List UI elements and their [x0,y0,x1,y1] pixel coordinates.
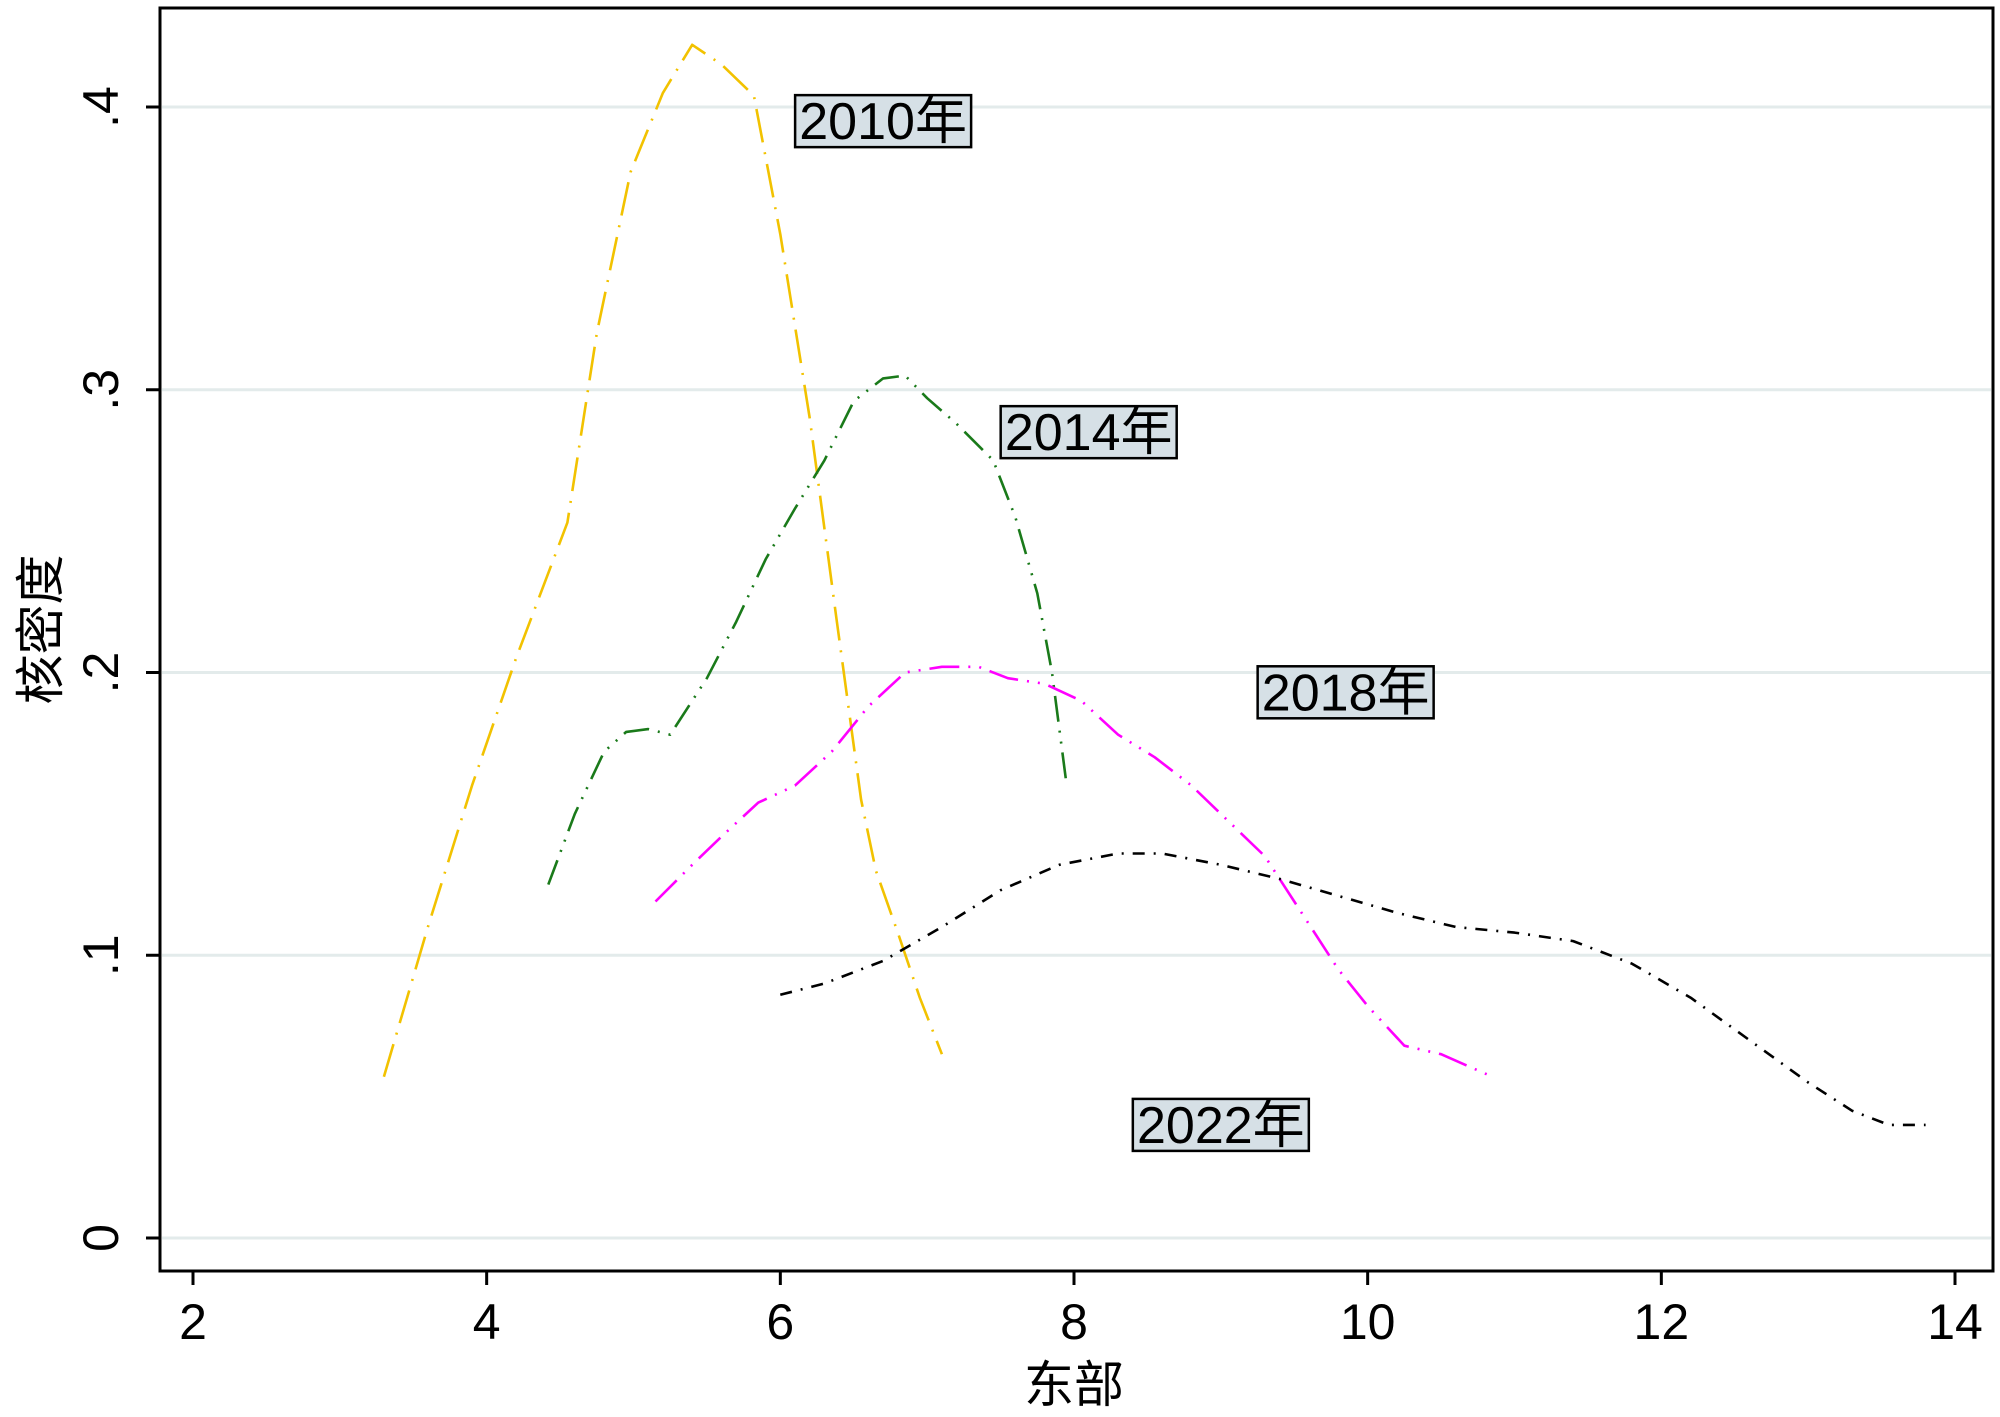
annotation-2022年: 2022年 [1131,1097,1311,1155]
y-axis-title: 核密度 [12,555,70,705]
annotation-label: 2014年 [1005,404,1173,462]
plot-frame [158,6,1995,1273]
x-tick-label-5: 12 [1634,1294,1690,1350]
x-tick-label-0: 2 [179,1294,207,1350]
x-tick-label-4: 10 [1340,1294,1396,1350]
annotation-box [1256,665,1435,720]
y-tick-label-1: .1 [73,934,129,976]
annotation-2018年: 2018年 [1256,664,1435,722]
x-tick-label-6: 14 [1927,1294,1983,1350]
gridlines [162,105,1991,1240]
annotation-2010年: 2010年 [793,93,973,151]
annotation-box [793,93,973,149]
annotation-box [1131,1097,1311,1153]
x-axis: 2 4 6 8 10 12 14 [179,1271,1983,1350]
series-layer [382,43,1926,1127]
series-line-2014年 [547,374,1068,886]
series-line-2018年 [654,665,1494,1078]
annotation-layer: 2010年 2014年 2018年 2022年 [793,93,1435,1155]
annotation-2014年: 2014年 [999,404,1178,462]
x-axis-title: 东部 [1024,1356,1124,1414]
y-tick-label-3: .3 [73,369,129,411]
annotation-box [999,404,1178,460]
annotation-label: 2018年 [1262,664,1430,722]
y-tick-label-0: 0 [73,1224,129,1252]
x-tick-label-1: 4 [473,1294,501,1350]
annotation-label: 2010年 [799,93,967,151]
annotation-label: 2022年 [1137,1097,1305,1155]
y-axis: 0 .1 .2 .3 .4 [73,86,160,1252]
y-tick-label-4: .4 [73,86,129,128]
y-tick-label-2: .2 [73,652,129,694]
x-tick-label-3: 8 [1060,1294,1088,1350]
x-tick-label-2: 6 [766,1294,794,1350]
